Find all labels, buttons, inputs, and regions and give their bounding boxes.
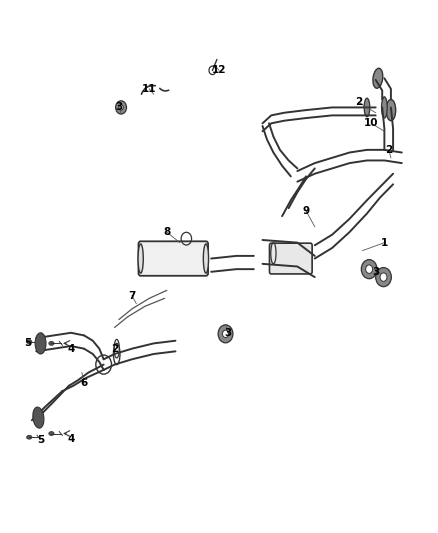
Text: 8: 8 [163, 227, 170, 237]
Ellipse shape [116, 101, 127, 114]
FancyBboxPatch shape [138, 241, 208, 276]
Text: 5: 5 [24, 338, 31, 349]
Text: 2: 2 [355, 97, 362, 107]
Ellipse shape [381, 97, 387, 118]
Ellipse shape [386, 100, 396, 120]
Ellipse shape [364, 98, 370, 117]
Text: 7: 7 [128, 290, 136, 301]
Ellipse shape [203, 244, 208, 273]
Text: 10: 10 [364, 118, 378, 128]
Text: 5: 5 [37, 435, 44, 446]
Circle shape [223, 330, 229, 337]
Text: 6: 6 [81, 378, 88, 388]
Ellipse shape [119, 105, 123, 110]
Ellipse shape [33, 407, 44, 428]
Ellipse shape [138, 244, 143, 273]
Text: 1: 1 [381, 238, 388, 248]
Ellipse shape [373, 68, 383, 88]
Text: 3: 3 [372, 267, 379, 277]
Text: 11: 11 [142, 84, 157, 94]
Text: 12: 12 [212, 66, 226, 75]
Ellipse shape [49, 342, 54, 345]
Circle shape [376, 268, 391, 287]
Text: 3: 3 [224, 328, 231, 338]
Circle shape [366, 265, 373, 273]
Ellipse shape [49, 432, 54, 435]
Circle shape [361, 260, 377, 279]
Text: 3: 3 [115, 102, 123, 112]
Text: 4: 4 [67, 434, 75, 444]
Text: 2: 2 [111, 344, 118, 354]
Circle shape [380, 273, 387, 281]
Ellipse shape [27, 435, 32, 439]
Ellipse shape [27, 340, 32, 344]
FancyBboxPatch shape [269, 243, 312, 274]
Ellipse shape [35, 333, 46, 354]
Circle shape [218, 325, 233, 343]
Text: 4: 4 [67, 344, 75, 354]
Text: 2: 2 [385, 145, 392, 155]
Text: 9: 9 [303, 206, 310, 216]
